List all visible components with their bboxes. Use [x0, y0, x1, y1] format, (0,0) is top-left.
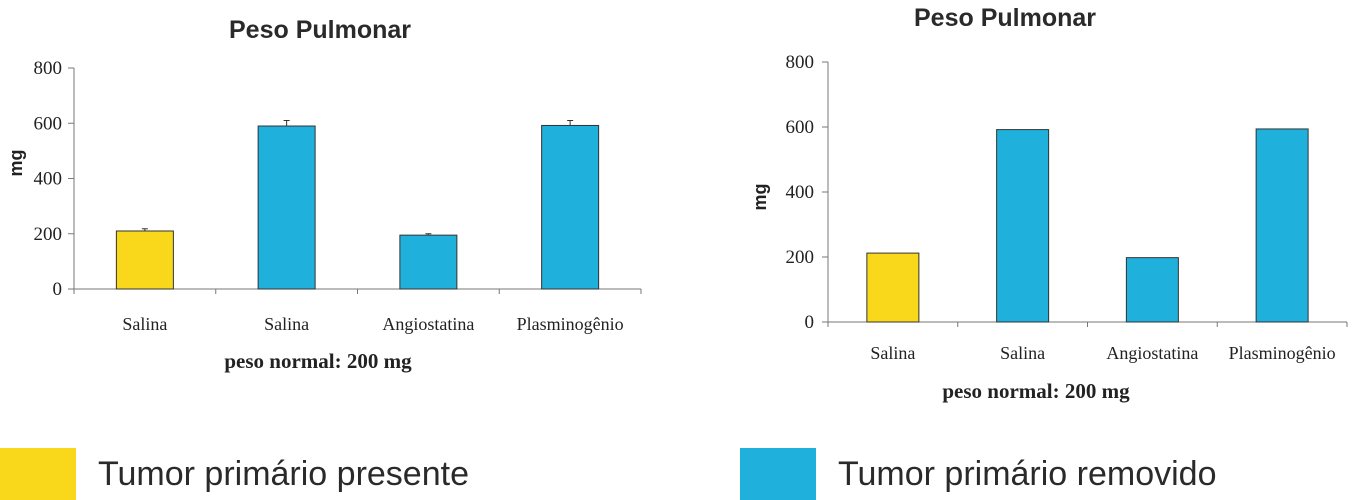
- x-tick-label: Salina: [122, 314, 167, 334]
- chart-left-svg: Peso Pulmonar 0 200 400 600 800 mg Salina Salina…: [6, 16, 642, 373]
- x-tick-label: Angiostatina: [1106, 343, 1198, 363]
- y-tick-label: 400: [786, 182, 815, 203]
- x-tick-label: Salina: [264, 314, 309, 334]
- y-tick-label: 600: [786, 117, 815, 138]
- bar-2: [996, 129, 1050, 323]
- y-tick-label: 200: [34, 224, 63, 245]
- x-axis-label: peso normal: 200 mg: [224, 349, 412, 373]
- chart-title: Peso Pulmonar: [229, 16, 411, 44]
- legend-item-removed: Tumor primário removido: [740, 448, 1217, 500]
- chart-right-svg: Peso Pulmonar 0 200 400 600 800 mg Salina Salina…: [750, 4, 1348, 403]
- x-tick-label: Angiostatina: [382, 314, 474, 334]
- x-tick-label: Salina: [1000, 343, 1045, 363]
- legend-swatch-removed: [740, 448, 816, 500]
- y-tick-label: 800: [786, 52, 815, 73]
- y-axis-label: mg: [750, 184, 770, 211]
- legend-label-removed: Tumor primário removido: [838, 454, 1217, 493]
- y-axis-label: mg: [6, 150, 26, 177]
- bar-4: [1255, 128, 1309, 323]
- y-tick-label: 400: [34, 169, 63, 190]
- x-tick-label: Plasminogênio: [517, 314, 624, 334]
- chart-right: Peso Pulmonar 0 200 400 600 800 mg Salina Salina…: [680, 0, 1354, 420]
- legend-label-present: Tumor primário presente: [98, 454, 469, 493]
- bar-4: [541, 124, 600, 290]
- y-tick-label: 200: [786, 247, 815, 268]
- y-tick-label: 0: [805, 312, 815, 333]
- chart-title: Peso Pulmonar: [914, 4, 1096, 32]
- chart-left: Peso Pulmonar 0 200 400 600 800 mg Salina Salina…: [0, 0, 680, 420]
- y-tick-label: 800: [34, 58, 63, 79]
- legend-swatch-present: [0, 448, 76, 500]
- bar-3: [1125, 257, 1179, 323]
- x-axis-label: peso normal: 200 mg: [942, 379, 1130, 403]
- y-tick-label: 600: [34, 113, 63, 134]
- bar-1: [115, 230, 174, 290]
- y-tick-label: 0: [53, 279, 63, 300]
- x-tick-label: Plasminogênio: [1229, 343, 1336, 363]
- legend-item-present: Tumor primário presente: [0, 448, 469, 500]
- bar-3: [399, 234, 458, 290]
- bar-2: [257, 125, 316, 290]
- x-tick-label: Salina: [870, 343, 915, 363]
- bar-1: [866, 252, 920, 323]
